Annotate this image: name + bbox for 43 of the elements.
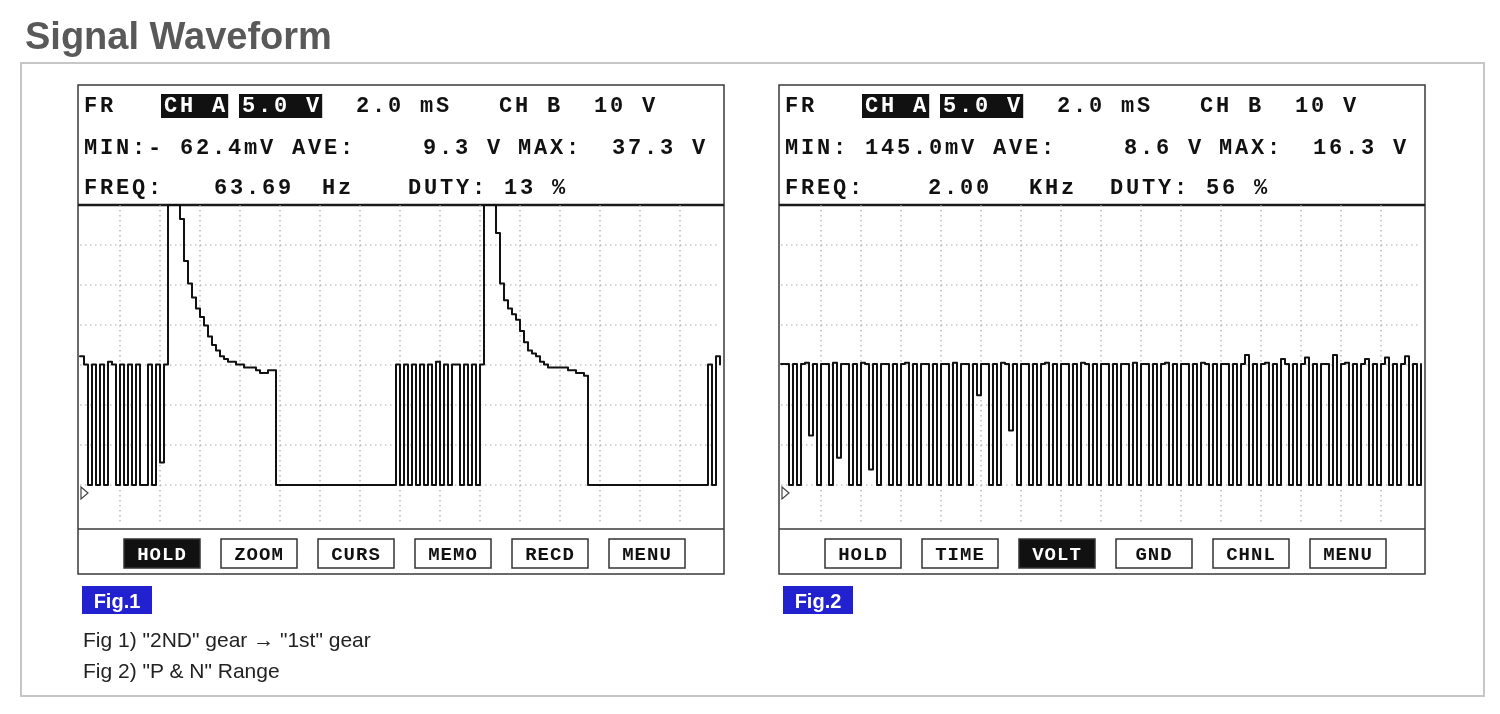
text: FREQ:	[785, 175, 866, 201]
text: 2.0 mS	[1057, 93, 1154, 119]
text: CURS	[331, 543, 381, 566]
text: CHNL	[1226, 543, 1276, 566]
text: FR	[785, 93, 818, 119]
text: MIN: 145.0mV	[785, 135, 978, 161]
text: DUTY: 13 %	[408, 175, 569, 201]
text: CH B	[1200, 93, 1265, 119]
text: 2.0 mS	[356, 93, 453, 119]
text: MAX:	[518, 135, 583, 161]
text: VOLT	[1032, 543, 1082, 566]
caption: Fig 1) "2ND" gear → "1st" gear	[83, 628, 371, 651]
text: AVE:	[292, 135, 357, 161]
text: HOLD	[137, 543, 187, 566]
text: 8.6 V	[1124, 135, 1205, 161]
caption: Fig 2) "P & N" Range	[83, 659, 280, 682]
text: MIN:- 62.4mV	[84, 135, 277, 161]
text: GND	[1135, 543, 1173, 566]
text: MENU	[1323, 543, 1373, 566]
text: MAX:	[1219, 135, 1284, 161]
text: KHz	[1029, 175, 1078, 201]
text: RECD	[525, 543, 575, 566]
caption: Fig.2	[794, 590, 842, 612]
text: HOLD	[838, 543, 888, 566]
text: FREQ:	[84, 175, 165, 201]
caption: Fig.1	[93, 590, 141, 612]
text: DUTY: 56 %	[1110, 175, 1271, 201]
text: 63.69	[214, 175, 295, 201]
text: 10 V	[594, 93, 659, 119]
text: ZOOM	[234, 543, 284, 566]
text: Hz	[322, 175, 355, 201]
text: 2.00	[928, 175, 993, 201]
text: TIME	[935, 543, 985, 566]
text: AVE:	[993, 135, 1058, 161]
text: 9.3 V	[423, 135, 504, 161]
text: 16.3 V	[1313, 135, 1410, 161]
chart-title: Signal Waveform	[25, 15, 332, 57]
text: MENU	[622, 543, 672, 566]
text: CH B	[499, 93, 564, 119]
text: 10 V	[1295, 93, 1360, 119]
text: 37.3 V	[612, 135, 709, 161]
text: MEMO	[428, 543, 478, 566]
text: FR	[84, 93, 117, 119]
